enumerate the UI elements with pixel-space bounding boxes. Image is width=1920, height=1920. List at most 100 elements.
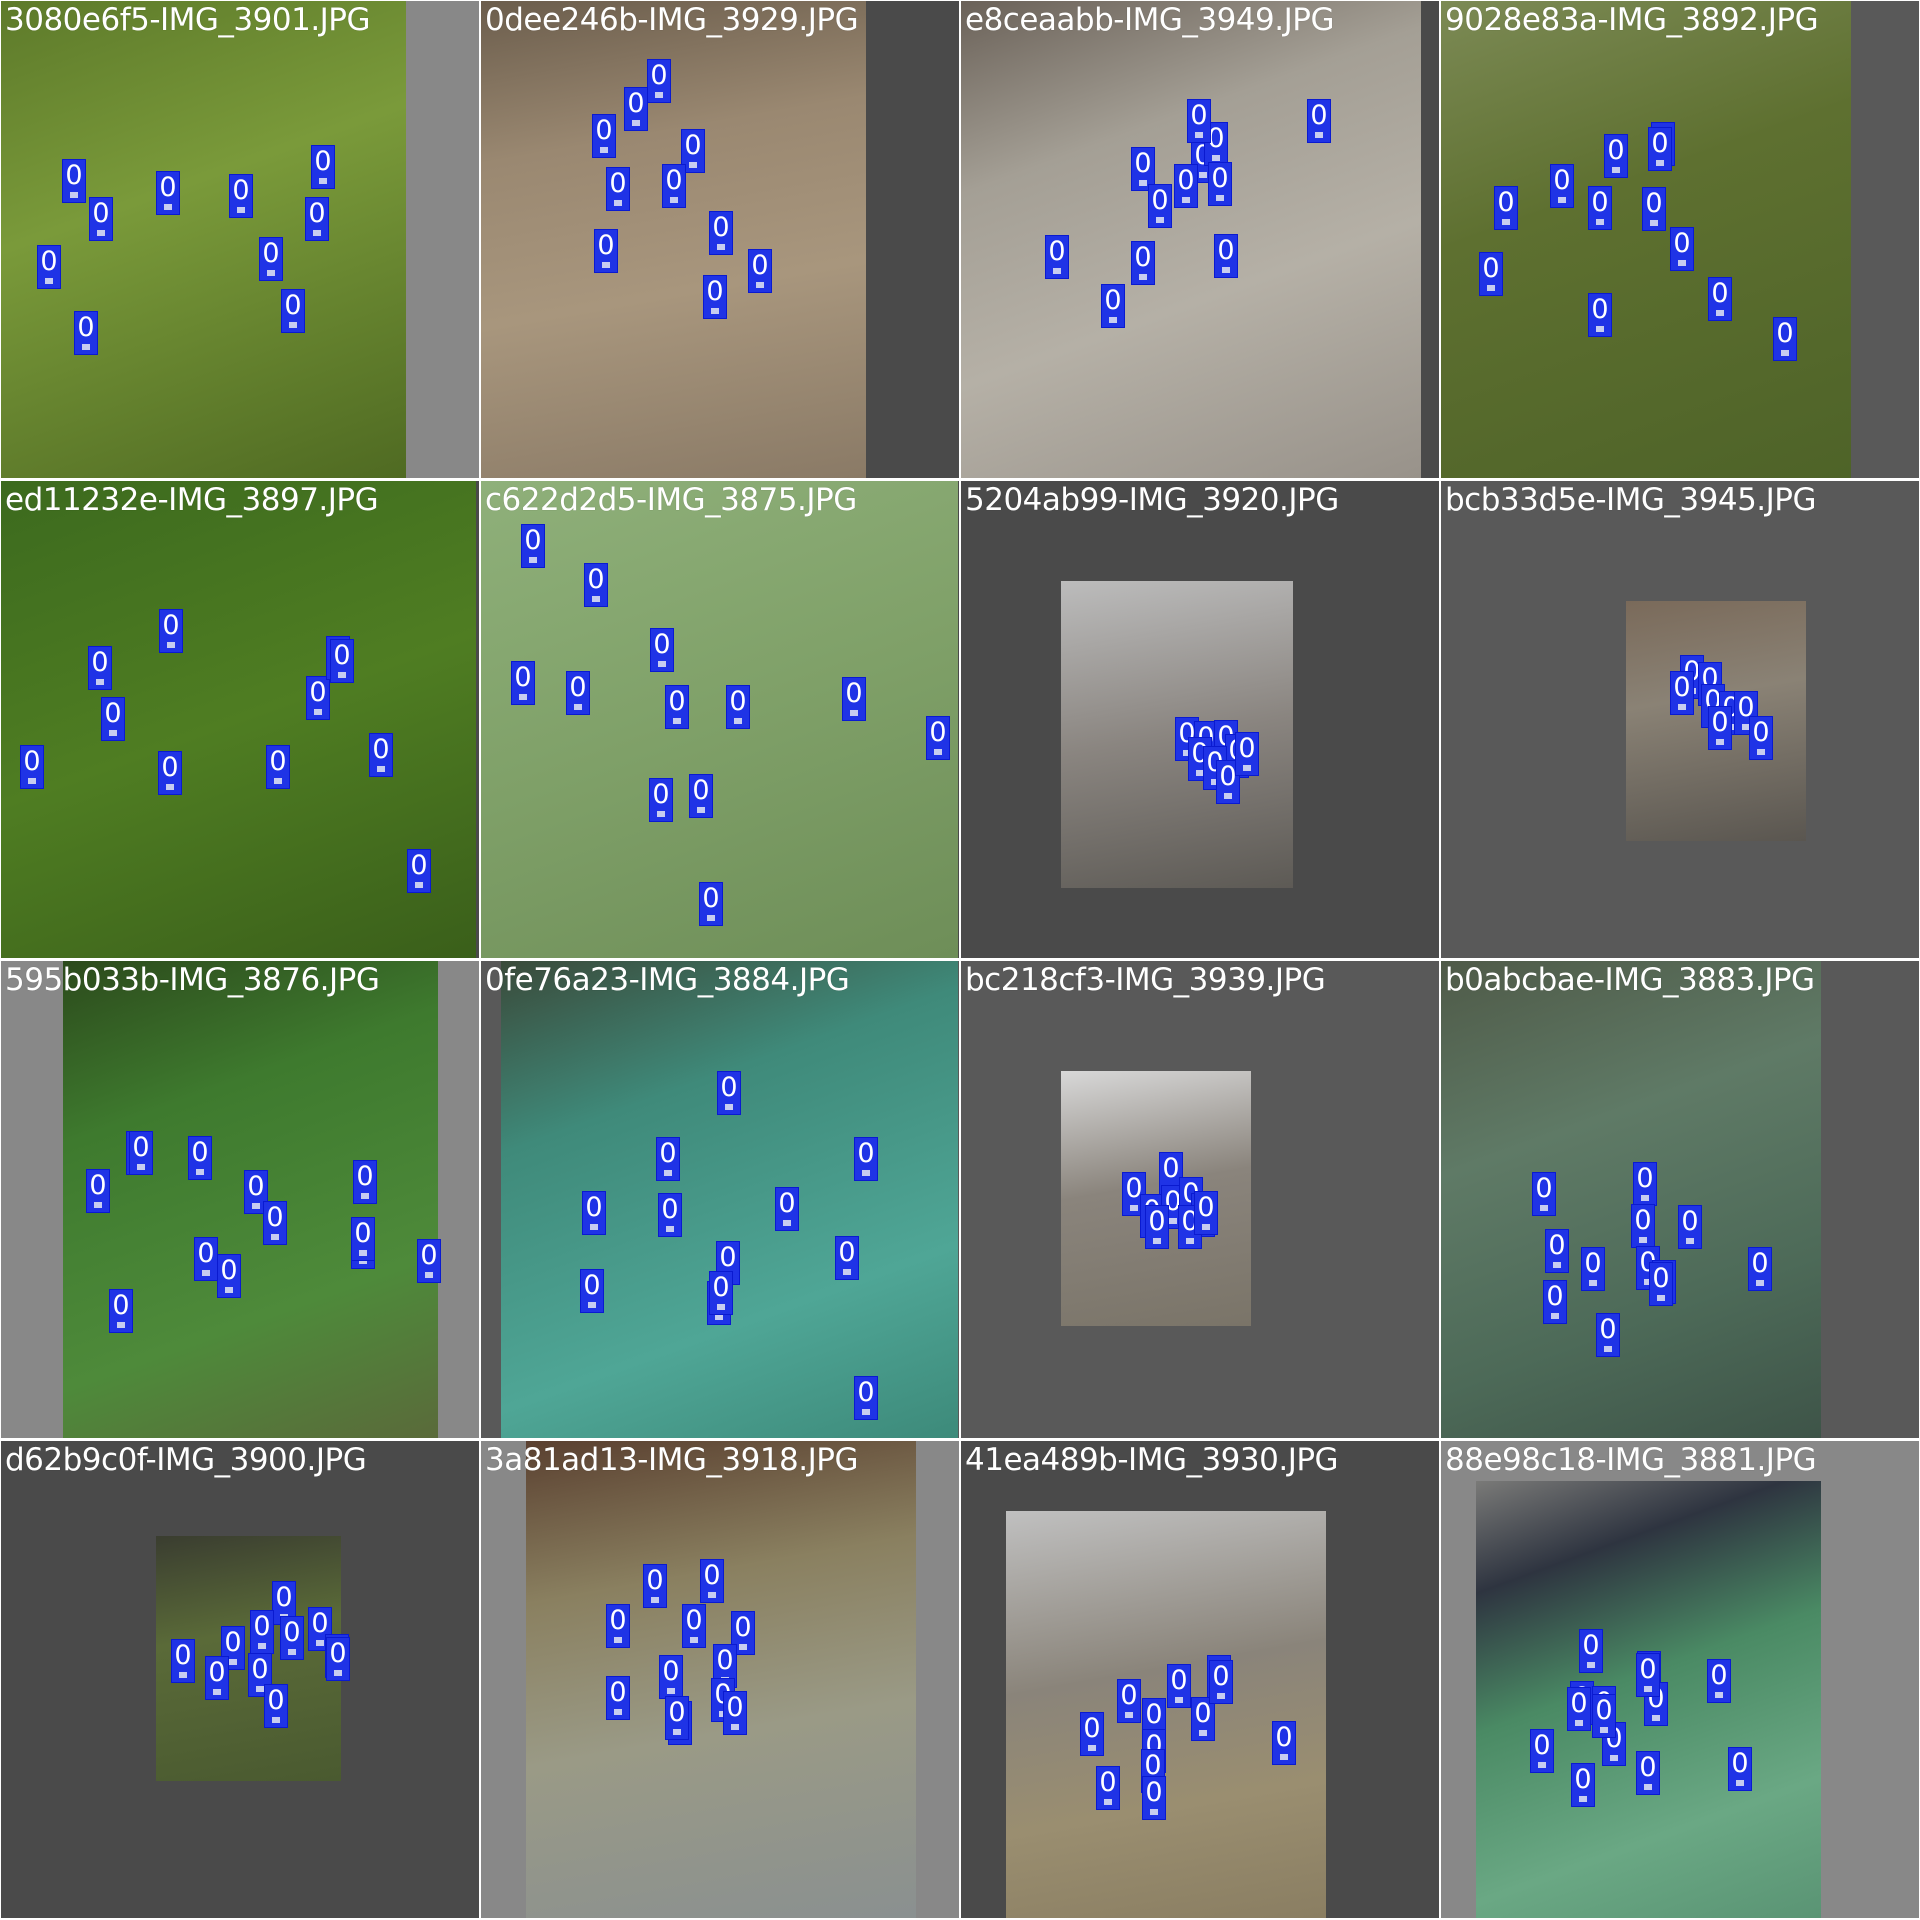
- marker-base: [657, 811, 665, 817]
- class-label: 0: [162, 610, 180, 641]
- detection-box: 0: [1633, 1162, 1657, 1206]
- detection-box: 0: [1648, 127, 1672, 171]
- detection-box: 0: [854, 1137, 878, 1181]
- marker-base: [313, 230, 321, 236]
- class-label: 0: [159, 172, 177, 203]
- marker-base: [1686, 1238, 1694, 1244]
- marker-base: [1553, 1262, 1561, 1268]
- detection-box: 0: [566, 671, 590, 715]
- marker-base: [45, 278, 53, 284]
- marker-base: [614, 200, 622, 206]
- class-label: 0: [356, 1161, 374, 1192]
- detection-box: 0: [699, 882, 723, 926]
- marker-base: [590, 1224, 598, 1230]
- photo: [481, 1, 866, 478]
- class-label: 0: [309, 677, 327, 708]
- marker-base: [1053, 268, 1061, 274]
- marker-base: [600, 147, 608, 153]
- photo: [1006, 1511, 1326, 1918]
- detection-box: 0: [156, 171, 180, 215]
- detection-box: 0: [109, 1289, 133, 1333]
- marker-base: [1600, 1727, 1608, 1733]
- detection-box: 0: [682, 1604, 706, 1648]
- detection-box: 0: [658, 1193, 682, 1237]
- detection-box: 0: [624, 87, 648, 131]
- image-filename: 0dee246b-IMG_3929.JPG: [485, 2, 859, 38]
- marker-base: [225, 1287, 233, 1293]
- marker-base: [415, 882, 423, 888]
- class-label: 0: [197, 1238, 215, 1269]
- detection-box: 0: [1208, 162, 1232, 206]
- detection-box: 0: [1142, 1776, 1166, 1820]
- marker-base: [1224, 793, 1232, 799]
- class-label: 0: [1145, 1699, 1163, 1730]
- marker-base: [1644, 1279, 1652, 1285]
- detection-box: 0: [129, 1131, 153, 1175]
- detection-box: 0: [244, 1170, 268, 1214]
- detection-box: 0: [689, 774, 713, 818]
- detection-box: 0: [723, 1691, 747, 1735]
- marker-base: [289, 322, 297, 328]
- class-label: 0: [1148, 1206, 1166, 1237]
- marker-base: [756, 282, 764, 288]
- marker-base: [1280, 1754, 1288, 1760]
- marker-base: [670, 197, 678, 203]
- marker-base: [213, 1689, 221, 1695]
- detection-box: 0: [1167, 1664, 1191, 1708]
- image-tile: 0 0 0 0 0 0 0 0 0 0 3080e6f5-IMG_3901.JPG: [1, 1, 479, 478]
- class-label: 0: [778, 1188, 796, 1219]
- marker-base: [574, 704, 582, 710]
- marker-base: [1186, 1238, 1194, 1244]
- class-label: 0: [1310, 100, 1328, 131]
- detection-box: 0: [407, 849, 431, 893]
- detection-box: 0: [1581, 1247, 1605, 1291]
- detection-box: 0: [248, 1653, 272, 1697]
- image-filename: 3080e6f5-IMG_3901.JPG: [5, 2, 371, 38]
- marker-base: [708, 1592, 716, 1598]
- class-label: 0: [1048, 236, 1066, 267]
- class-label: 0: [1238, 733, 1256, 764]
- class-label: 0: [665, 165, 683, 196]
- detection-box: 0: [1045, 235, 1069, 279]
- detection-box: 0: [188, 1136, 212, 1180]
- detection-box: 0: [1571, 1763, 1595, 1807]
- detection-box: 0: [369, 733, 393, 777]
- marker-base: [1716, 310, 1724, 316]
- marker-base: [1487, 285, 1495, 291]
- image-tile: 000000005204ab99-IMG_3920.JPG: [961, 481, 1439, 958]
- class-label: 0: [597, 230, 615, 261]
- detection-box: 0: [101, 697, 125, 741]
- marker-base: [1139, 180, 1147, 186]
- image-tile: 00000000bcb33d5e-IMG_3945.JPG: [1441, 481, 1919, 958]
- detection-box: 0: [305, 197, 329, 241]
- class-label: 0: [283, 1617, 301, 1648]
- marker-base: [1596, 219, 1604, 225]
- class-label: 0: [1197, 1192, 1215, 1223]
- class-label: 0: [65, 160, 83, 191]
- class-label: 0: [1083, 1713, 1101, 1744]
- detection-box: 0: [1545, 1229, 1569, 1273]
- class-label: 0: [284, 290, 302, 321]
- detection-box: 0: [20, 745, 44, 789]
- class-label: 0: [661, 1194, 679, 1225]
- class-label: 0: [308, 198, 326, 229]
- class-label: 0: [703, 1560, 721, 1591]
- class-label: 0: [1681, 1206, 1699, 1237]
- class-label: 0: [1570, 1688, 1588, 1719]
- class-label: 0: [1099, 1767, 1117, 1798]
- class-label: 0: [191, 1137, 209, 1168]
- marker-base: [28, 778, 36, 784]
- marker-base: [1641, 1195, 1649, 1201]
- image-filename: b0abcbae-IMG_3883.JPG: [1445, 962, 1815, 998]
- image-filename: c622d2d5-IMG_3875.JPG: [485, 482, 857, 518]
- detection-box: 0: [311, 145, 335, 189]
- marker-base: [1217, 1693, 1225, 1699]
- class-label: 0: [1145, 1777, 1163, 1808]
- marker-base: [689, 162, 697, 168]
- class-label: 0: [646, 1565, 664, 1596]
- marker-base: [1657, 1295, 1665, 1301]
- detection-box: 0: [1214, 234, 1238, 278]
- marker-base: [1156, 217, 1164, 223]
- image-tile: 000000000000b0abcbae-IMG_3883.JPG: [1441, 961, 1919, 1438]
- marker-base: [632, 120, 640, 126]
